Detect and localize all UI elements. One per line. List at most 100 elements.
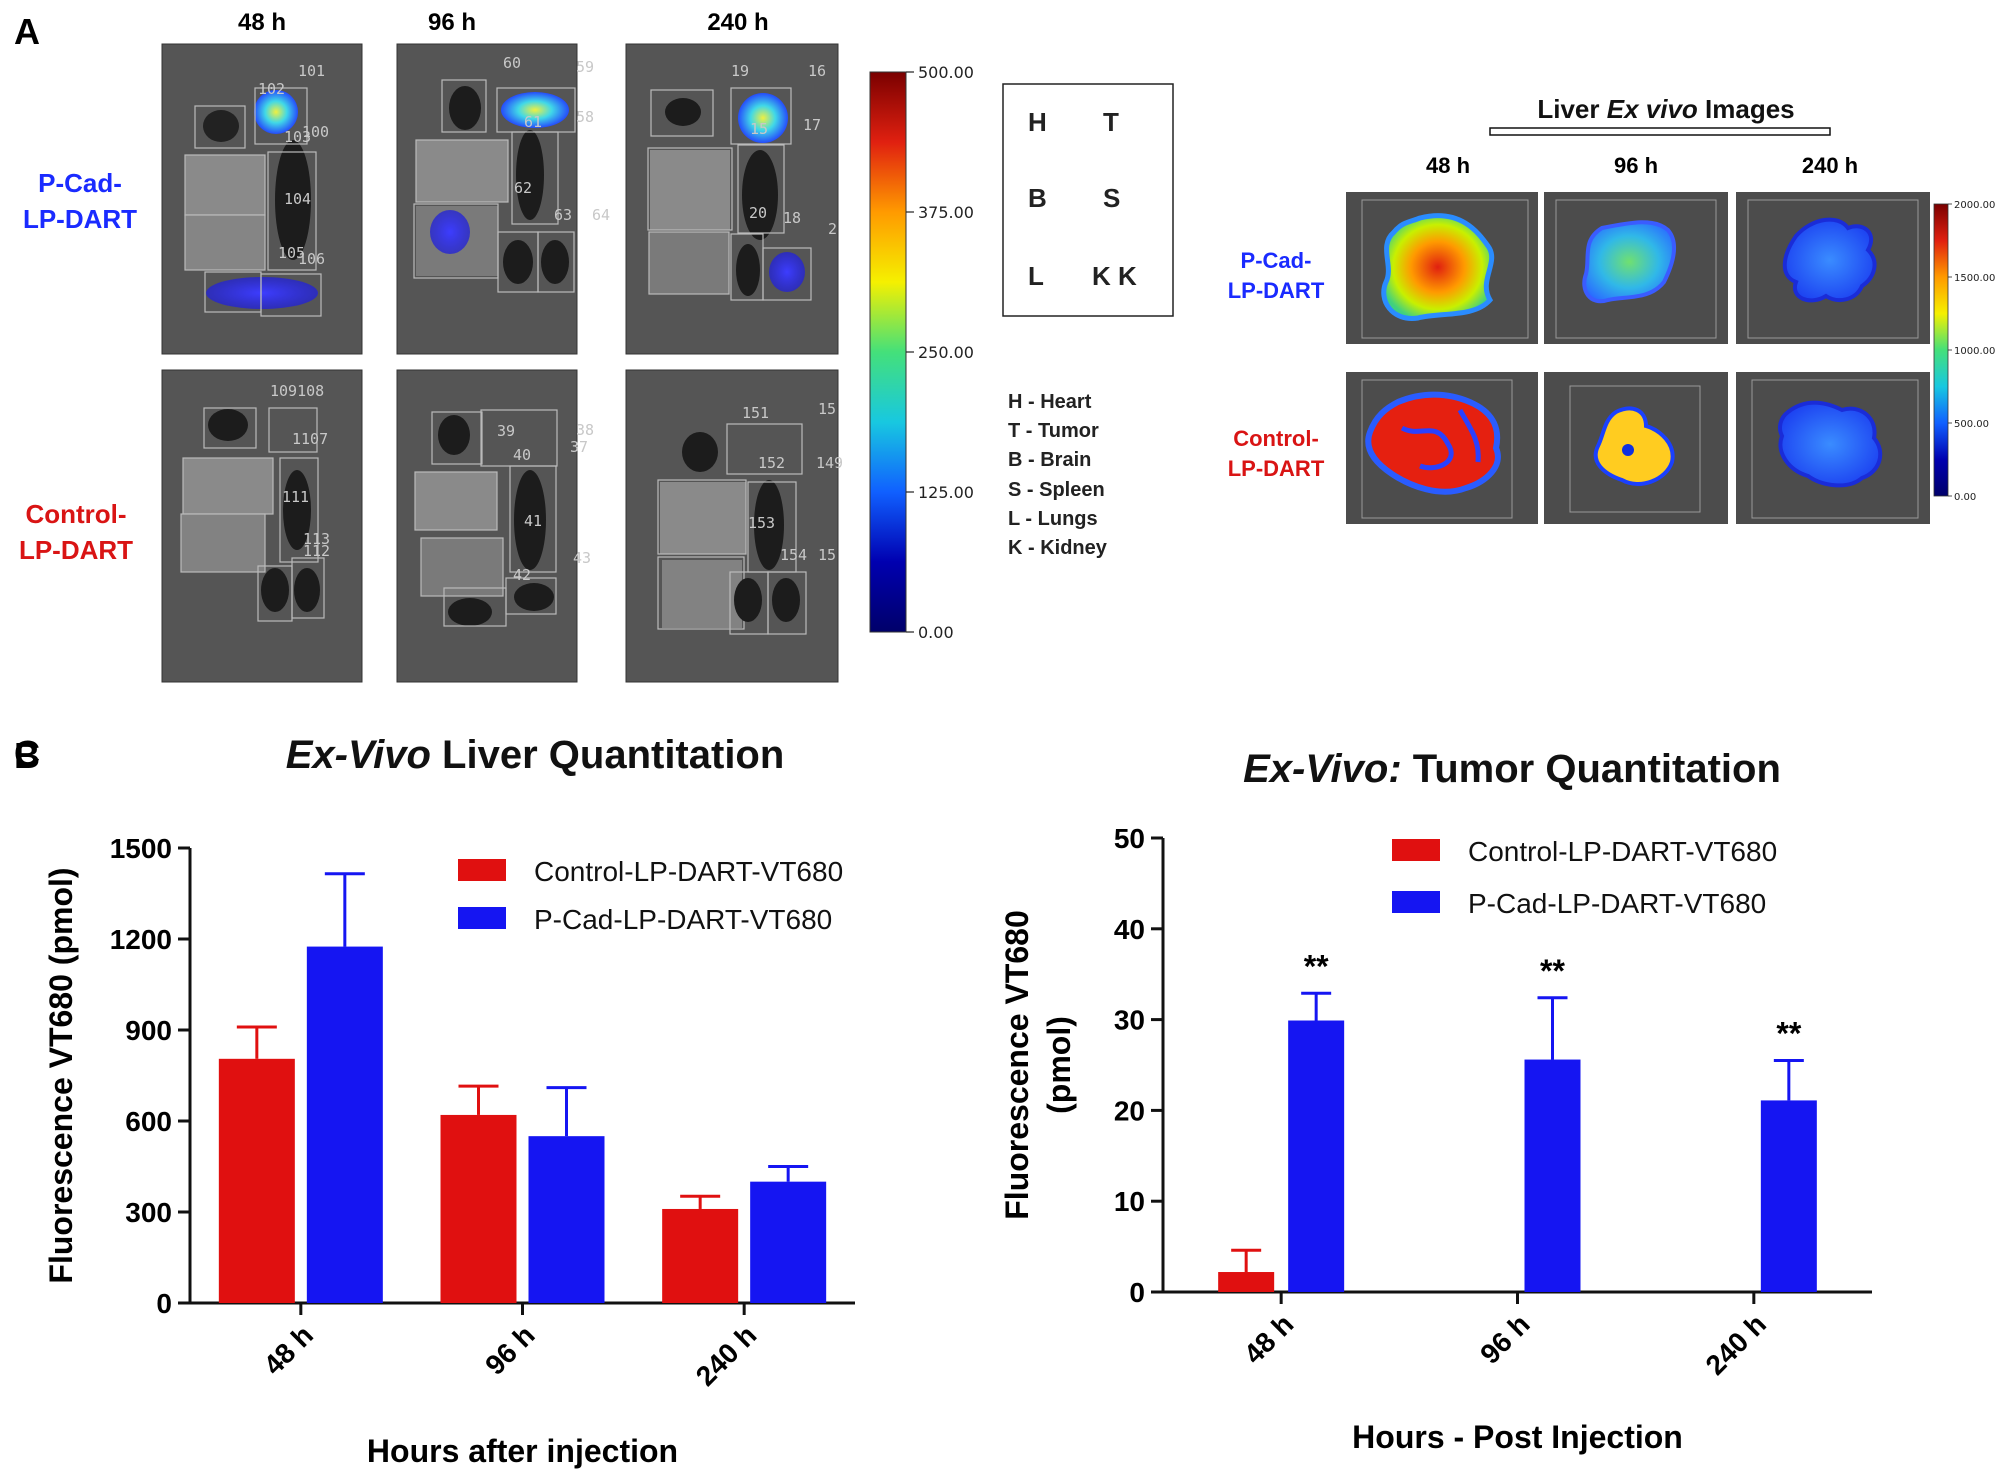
key-H: H bbox=[1028, 107, 1047, 137]
key-S: S bbox=[1103, 183, 1120, 213]
liver-title: Liver Ex vivo Images bbox=[1537, 94, 1794, 124]
liver-row-label-control: Control- LP-DART bbox=[1228, 426, 1325, 481]
row-label-p-cad-line2: LP-DART bbox=[23, 204, 137, 234]
y-tick-label: 50 bbox=[1114, 823, 1145, 854]
chart-title-rest: Liver Quantitation bbox=[431, 733, 784, 777]
significance-annotation: ** bbox=[1304, 948, 1329, 984]
colorbar-tick-label: 500.00 bbox=[918, 63, 974, 82]
x-axis-label: Hours - Post Injection bbox=[1352, 1419, 1683, 1455]
liver-time-96h: 96 h bbox=[1614, 153, 1658, 178]
roi-num: 41 bbox=[524, 512, 542, 530]
roi-num: 104 bbox=[284, 190, 311, 208]
roi-num: 105 bbox=[278, 244, 305, 262]
image-control-240h: 151 15 152 149 153 154 15 bbox=[625, 369, 843, 683]
key-L: L bbox=[1028, 261, 1044, 291]
roi-num: 38 bbox=[576, 421, 594, 439]
legend-swatch bbox=[1392, 891, 1440, 913]
x-tick-label: 48 h bbox=[1238, 1308, 1300, 1370]
roi-num: 151 bbox=[742, 404, 769, 422]
organ-legend-item: T - Tumor bbox=[1008, 420, 1099, 442]
roi-num: 15 bbox=[818, 400, 836, 418]
roi-num: 103 bbox=[284, 128, 311, 146]
liver-row-label-p-cad-line1: P-Cad- bbox=[1241, 248, 1312, 273]
layout-key: H T B S L K K bbox=[1002, 83, 1174, 317]
legend-swatch bbox=[458, 859, 506, 881]
colorbar-tick-label: 250.00 bbox=[918, 343, 974, 362]
colorbar-liver-tick-label: 0.00 bbox=[1954, 492, 1976, 503]
image-p-cad-96h: 60 59 61 58 62 63 64 bbox=[396, 43, 610, 355]
roi-num: 39 bbox=[497, 422, 515, 440]
liver-row-label-p-cad-line2: LP-DART bbox=[1228, 278, 1325, 303]
bar bbox=[1524, 1059, 1581, 1292]
legend-label: P-Cad-LP-DART-VT680 bbox=[1468, 888, 1766, 919]
image-p-cad-240h: 19 16 15 17 20 18 2 bbox=[625, 43, 839, 355]
bar bbox=[440, 1114, 517, 1303]
roi-num: 43 bbox=[573, 549, 591, 567]
bar bbox=[750, 1181, 827, 1303]
colorbar-liver-tick-label: 1500.00 bbox=[1954, 273, 1995, 284]
roi-num: 64 bbox=[592, 206, 610, 224]
chart-title: Ex-Vivo: Tumor Quantitation bbox=[1243, 747, 1781, 791]
chart-b: B Ex-Vivo Liver Quantitation 0 300 600 900 120… bbox=[14, 733, 855, 1469]
x-tick-label: 240 h bbox=[1700, 1308, 1773, 1381]
y-axis-label: Fluorescence VT680 (pmol) bbox=[43, 867, 79, 1283]
panel-a-letter: A bbox=[14, 11, 40, 52]
panel-letter: C bbox=[14, 733, 40, 774]
time-label-48h: 48 h bbox=[238, 9, 286, 36]
roi-num: 102 bbox=[258, 80, 285, 98]
x-axis-label: Hours after injection bbox=[367, 1433, 678, 1469]
colorbar-main: 500.00 375.00 250.00 125.00 0.00 bbox=[869, 63, 974, 642]
bar bbox=[306, 946, 383, 1303]
y-tick-label: 1200 bbox=[110, 924, 172, 955]
legend-label: Control-LP-DART-VT680 bbox=[1468, 836, 1777, 867]
colorbar-liver: 2000.00 1500.00 1000.00 500.00 0.00 bbox=[1933, 200, 1995, 503]
legend-swatch bbox=[458, 907, 506, 929]
chart-title-italic: Ex-Vivo bbox=[286, 733, 431, 777]
legend-label: P-Cad-LP-DART-VT680 bbox=[534, 904, 832, 935]
x-tick-label: 96 h bbox=[479, 1319, 541, 1381]
colorbar-liver-tick-label: 2000.00 bbox=[1954, 200, 1995, 211]
roi-num: 37 bbox=[570, 438, 588, 456]
key-B: B bbox=[1028, 183, 1047, 213]
roi-num: 112 bbox=[303, 542, 330, 560]
legend-swatch bbox=[1392, 839, 1440, 861]
chart-title-italic: Ex-Vivo: bbox=[1243, 747, 1402, 791]
liver-ex-vivo: Liver Ex vivo Images 48 h 96 h 240 h P-C… bbox=[1228, 94, 1995, 524]
y-axis-label-line2: (pmol) bbox=[1041, 1016, 1077, 1114]
roi-num: 63 bbox=[554, 206, 572, 224]
roi-num: 149 bbox=[816, 454, 843, 472]
bar bbox=[528, 1136, 605, 1303]
bar bbox=[1288, 1020, 1345, 1292]
colorbar-tick-label: 375.00 bbox=[918, 203, 974, 222]
legend-label: Control-LP-DART-VT680 bbox=[534, 856, 843, 887]
image-control-96h: 39 38 40 37 41 42 43 bbox=[396, 369, 594, 683]
y-axis-label-line1: Fluorescence VT680 bbox=[999, 910, 1035, 1219]
y-tick-label: 0 bbox=[156, 1288, 172, 1319]
roi-num: 15 bbox=[818, 546, 836, 564]
roi-num: 17 bbox=[803, 116, 821, 134]
bar bbox=[662, 1208, 739, 1303]
image-p-cad-48h: 101 102 103 100 104 105 106 bbox=[161, 43, 363, 355]
organ-legend-item: H - Heart bbox=[1008, 391, 1092, 413]
liver-time-240h: 240 h bbox=[1802, 153, 1858, 178]
x-tick-label: 96 h bbox=[1474, 1308, 1536, 1370]
panel-a: A 48 h 96 h 240 h P-Cad- LP-DART Control… bbox=[14, 9, 1995, 683]
roi-num: 19 bbox=[731, 62, 749, 80]
roi-num: 101 bbox=[298, 62, 325, 80]
roi-num: 106 bbox=[298, 250, 325, 268]
roi-num: 113 bbox=[303, 530, 330, 548]
y-tick-label: 300 bbox=[125, 1197, 172, 1228]
key-T: T bbox=[1103, 107, 1119, 137]
roi-num: 40 bbox=[513, 446, 531, 464]
colorbar-liver-tick-label: 1000.00 bbox=[1954, 346, 1995, 357]
panel-letter: B bbox=[14, 735, 40, 776]
roi-num: 60 bbox=[503, 54, 521, 72]
colorbar-tick-label: 0.00 bbox=[918, 623, 954, 642]
liver-row-label-control-line1: Control- bbox=[1233, 426, 1319, 451]
roi-num: 153 bbox=[748, 514, 775, 532]
roi-num: 109108 bbox=[270, 382, 324, 400]
organ-legend-item: S - Spleen bbox=[1008, 479, 1105, 501]
roi-num: 1107 bbox=[292, 430, 328, 448]
y-tick-label: 10 bbox=[1114, 1186, 1145, 1217]
y-tick-label: 1500 bbox=[110, 833, 172, 864]
